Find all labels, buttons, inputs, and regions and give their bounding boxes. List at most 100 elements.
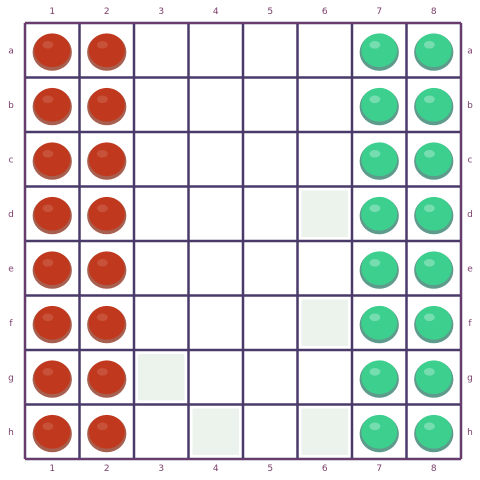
board-square[interactable] [134, 295, 189, 351]
piece-highlight [96, 367, 108, 376]
board-square[interactable] [134, 132, 189, 187]
board-square[interactable] [243, 23, 298, 78]
piece-highlight [42, 258, 54, 267]
file-label-top: 2 [104, 7, 110, 17]
green-piece[interactable] [359, 33, 399, 71]
board-square[interactable] [297, 132, 353, 187]
green-piece[interactable] [414, 87, 454, 126]
file-label-bottom: 8 [431, 464, 437, 474]
green-piece[interactable] [359, 87, 399, 126]
green-piece[interactable] [359, 142, 399, 180]
red-piece[interactable] [32, 305, 72, 344]
piece-body [88, 360, 125, 395]
board-square[interactable] [188, 23, 244, 78]
piece-highlight [96, 149, 108, 158]
red-piece[interactable] [32, 251, 72, 289]
piece-highlight [96, 313, 108, 322]
rank-label-left: h [8, 428, 14, 438]
red-piece[interactable] [87, 87, 127, 126]
tinted-square [192, 408, 239, 455]
green-piece[interactable] [359, 414, 399, 453]
green-piece[interactable] [359, 251, 399, 289]
red-piece[interactable] [87, 251, 127, 289]
piece-highlight [42, 149, 54, 158]
board-square[interactable] [243, 186, 298, 242]
green-piece[interactable] [414, 305, 454, 344]
red-piece[interactable] [32, 196, 72, 235]
red-piece[interactable] [32, 33, 72, 71]
rank-label-left: d [8, 210, 14, 220]
board-square[interactable] [297, 350, 353, 405]
piece-body [88, 251, 125, 286]
board-square[interactable] [188, 77, 244, 133]
piece-highlight [369, 204, 381, 213]
board-square[interactable] [243, 77, 298, 133]
piece-highlight [423, 313, 435, 322]
green-piece[interactable] [414, 414, 454, 453]
file-label-top: 4 [213, 7, 219, 17]
green-piece[interactable] [414, 196, 454, 235]
red-piece[interactable] [87, 305, 127, 344]
board-square[interactable] [188, 132, 244, 187]
board-square[interactable] [188, 350, 244, 405]
board-square[interactable] [243, 350, 298, 405]
file-label-top: 8 [431, 7, 437, 17]
red-piece[interactable] [32, 87, 72, 126]
board-square[interactable] [134, 404, 189, 460]
board-square[interactable] [297, 77, 353, 133]
piece-body [34, 142, 71, 177]
board-coordinate-labels: 1 2 3 4 5 6 7 8 1 2 3 4 5 6 7 8 a b c d e f g h a b c d e f g h [8, 7, 473, 474]
red-piece[interactable] [32, 360, 72, 398]
file-label-top: 3 [158, 7, 164, 17]
piece-body [88, 33, 125, 68]
piece-body [88, 414, 125, 449]
piece-highlight [423, 40, 435, 49]
piece-highlight [369, 149, 381, 158]
piece-highlight [96, 95, 108, 104]
board-square[interactable] [134, 77, 189, 133]
board-square[interactable] [188, 241, 244, 296]
green-piece[interactable] [359, 305, 399, 344]
piece-body [34, 360, 71, 395]
red-piece[interactable] [87, 414, 127, 453]
red-piece[interactable] [87, 360, 127, 398]
piece-body [34, 414, 71, 449]
green-piece[interactable] [359, 360, 399, 398]
green-piece[interactable] [414, 142, 454, 180]
piece-highlight [42, 422, 54, 431]
board-square[interactable] [243, 295, 298, 351]
board-square[interactable] [243, 132, 298, 187]
piece-body [88, 305, 125, 340]
rank-label-left: a [8, 46, 14, 56]
board-square[interactable] [297, 241, 353, 296]
board-grid [23, 21, 463, 461]
file-label-top: 7 [376, 7, 382, 17]
rank-label-right: a [467, 46, 473, 56]
board-square[interactable] [297, 23, 353, 78]
board-square[interactable] [243, 404, 298, 460]
piece-body [415, 414, 452, 449]
red-piece[interactable] [87, 196, 127, 235]
file-label-bottom: 5 [267, 464, 273, 474]
red-piece[interactable] [87, 33, 127, 71]
board-square[interactable] [188, 295, 244, 351]
green-piece[interactable] [414, 251, 454, 289]
red-piece[interactable] [87, 142, 127, 180]
board-square[interactable] [134, 186, 189, 242]
file-label-top: 1 [49, 7, 55, 17]
tinted-square [138, 354, 185, 401]
rank-label-left: b [8, 101, 14, 111]
board-square[interactable] [134, 241, 189, 296]
green-piece[interactable] [359, 196, 399, 235]
piece-highlight [42, 40, 54, 49]
board-square[interactable] [243, 241, 298, 296]
green-piece[interactable] [414, 360, 454, 398]
board-square[interactable] [134, 23, 189, 78]
piece-body [361, 142, 398, 177]
red-piece[interactable] [32, 414, 72, 453]
rank-label-left: e [8, 264, 14, 274]
board-square[interactable] [188, 186, 244, 242]
green-piece[interactable] [414, 33, 454, 71]
red-piece[interactable] [32, 142, 72, 180]
